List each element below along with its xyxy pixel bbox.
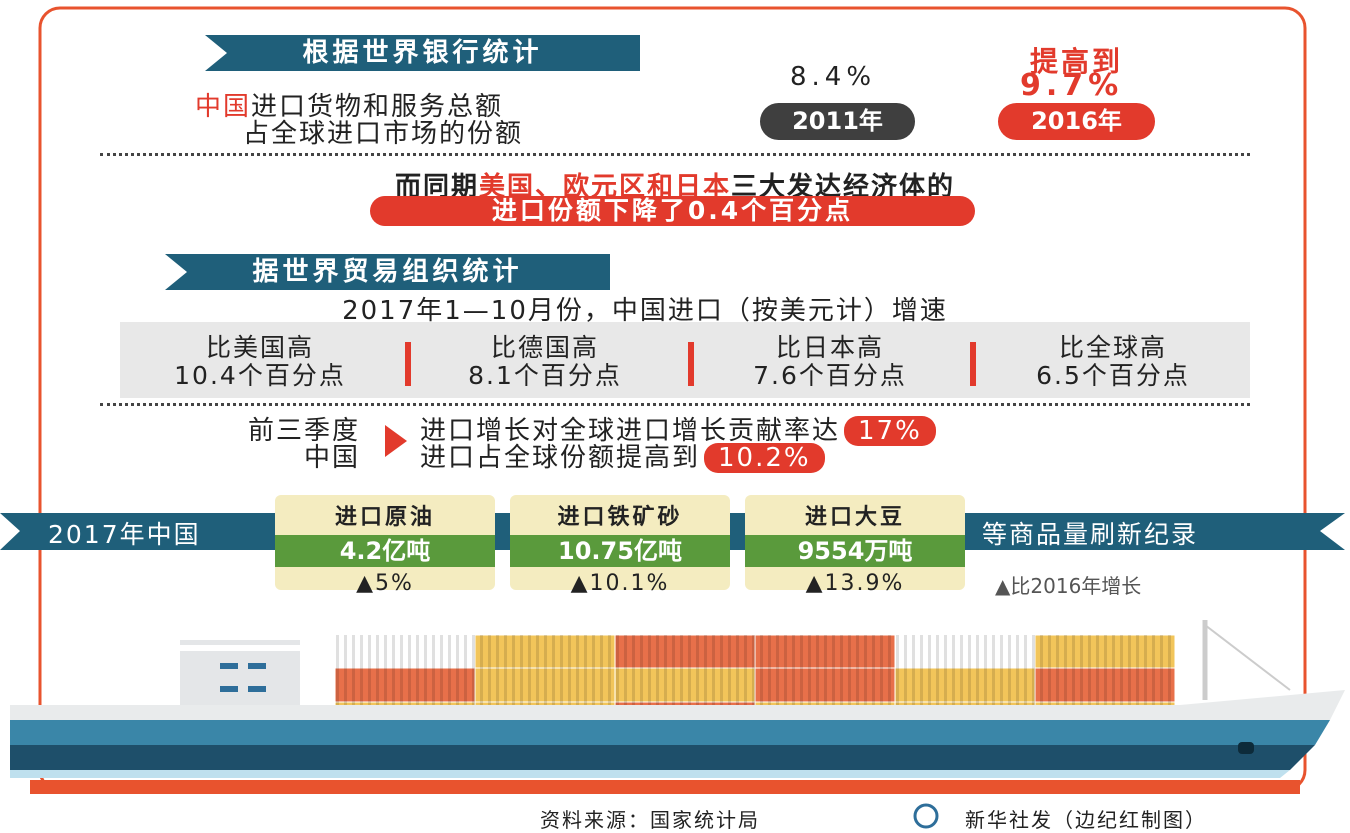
record-growth: 13.9% — [825, 571, 905, 596]
comparison-value: 7.6个百分点 — [695, 362, 965, 390]
share-value: 8.4% — [790, 62, 876, 92]
record-amount: 9554万吨 — [745, 535, 965, 567]
comparison-value: 6.5个百分点 — [978, 362, 1248, 390]
record-growth: 5% — [375, 571, 414, 596]
record-name: 进口大豆 — [745, 499, 965, 531]
year-pill: 2016年 — [998, 103, 1155, 140]
record-name: 进口铁矿砂 — [510, 499, 730, 531]
comparison-label: 比全球高 — [978, 334, 1248, 362]
arrow — [385, 425, 407, 457]
record-amount: 4.2亿吨 — [275, 535, 495, 567]
fact-text: 进口占全球份额提高到 — [420, 443, 700, 473]
comparison-label: 比德国高 — [410, 334, 680, 362]
legend: 比2016年增长 — [1010, 574, 1141, 598]
record-growth: 10.1% — [590, 571, 670, 596]
section-banner: 据世界贸易组织统计 — [165, 254, 610, 290]
section-banner: 根据世界银行统计 — [205, 35, 640, 71]
divider — [100, 403, 1250, 406]
country: 中国 — [200, 437, 360, 474]
fact-value: 10.2% — [704, 443, 825, 473]
separator — [688, 342, 694, 386]
year-pill: 2011年 — [760, 103, 915, 140]
comparison-value: 10.4个百分点 — [125, 362, 395, 390]
share-value: 9.7% — [1020, 68, 1123, 103]
description: 占全球进口市场的份额 — [243, 113, 523, 150]
fact-value: 17% — [844, 416, 936, 446]
separator — [970, 342, 976, 386]
page: 根据世界银行统计 中国进口货物和服务总额 占全球进口市场的份额 8.4% 201… — [0, 0, 1350, 831]
source: 资料来源：国家统计局 — [540, 804, 760, 833]
comparison-label: 比日本高 — [695, 334, 965, 362]
red-pill: 进口份额下降了0.4个百分点 — [370, 196, 975, 226]
record-name: 进口原油 — [275, 499, 495, 531]
ribbon-text: 2017年中国 — [48, 515, 201, 551]
comparison-value: 8.1个百分点 — [410, 362, 680, 390]
comparison-label: 比美国高 — [125, 334, 395, 362]
ribbon-text: 等商品量刷新纪录 — [982, 515, 1198, 551]
credit: 新华社发（边纪红制图） — [965, 804, 1207, 833]
record-amount: 10.75亿吨 — [510, 535, 730, 567]
divider — [100, 153, 1250, 156]
